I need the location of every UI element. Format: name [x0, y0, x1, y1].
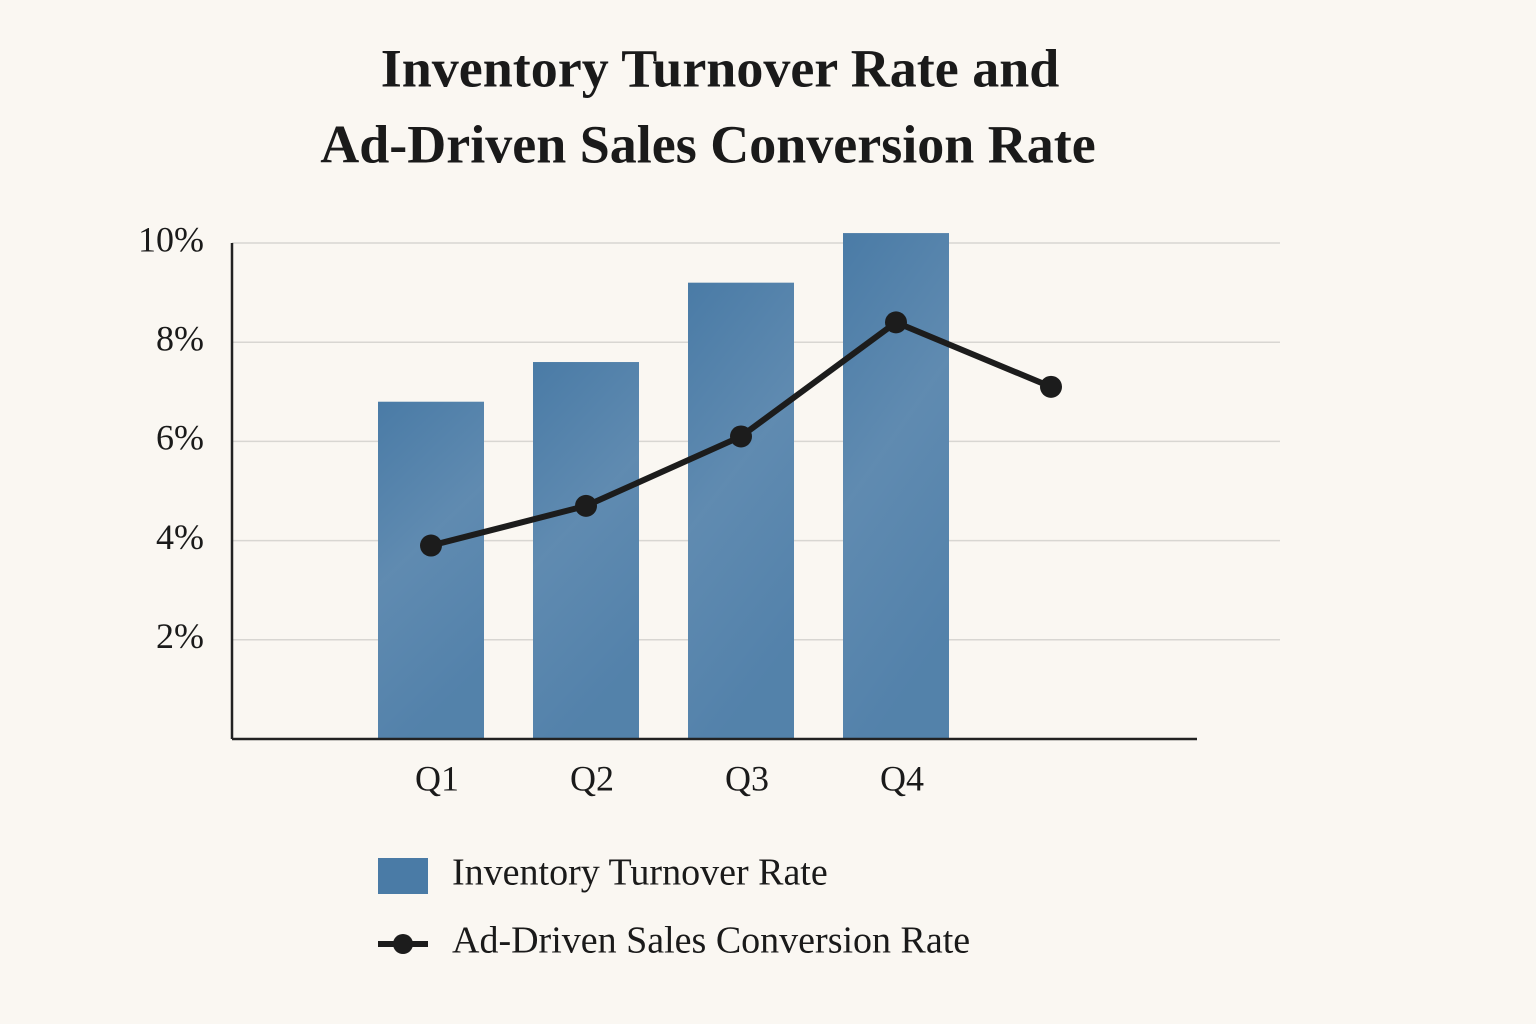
bar-wash — [378, 401, 484, 739]
chart-title: Ad-Driven Sales Conversion Rate — [320, 114, 1095, 174]
x-tick-label: Q1 — [415, 758, 459, 798]
legend-label: Inventory Turnover Rate — [452, 852, 828, 894]
line-marker — [1040, 375, 1062, 398]
line-marker — [730, 425, 752, 448]
line-marker — [885, 311, 907, 334]
legend: Inventory Turnover Rate Ad-Driven Sales C… — [378, 852, 970, 962]
bar-wash — [533, 362, 639, 739]
legend-label: Ad-Driven Sales Conversion Rate — [452, 920, 970, 962]
y-tick-label: 2% — [156, 616, 204, 656]
legend-swatch — [378, 858, 428, 894]
x-tick-label: Q2 — [570, 758, 614, 798]
bar-wash — [688, 282, 794, 739]
line-marker — [575, 494, 597, 517]
line-marker — [420, 534, 442, 557]
y-tick-label: 8% — [156, 318, 204, 358]
x-tick-label: Q3 — [725, 758, 769, 798]
bar-wash — [843, 233, 949, 739]
y-tick-label: 4% — [156, 517, 204, 557]
y-tick-label: 6% — [156, 418, 204, 458]
legend-swatch — [393, 934, 413, 954]
x-tick-label: Q4 — [880, 758, 924, 798]
plot-area: Q1 Q2 Q3 Q4 — [232, 233, 1197, 798]
chart-title: Inventory Turnover Rate and — [381, 38, 1060, 98]
y-tick-label: 10% — [138, 219, 204, 259]
